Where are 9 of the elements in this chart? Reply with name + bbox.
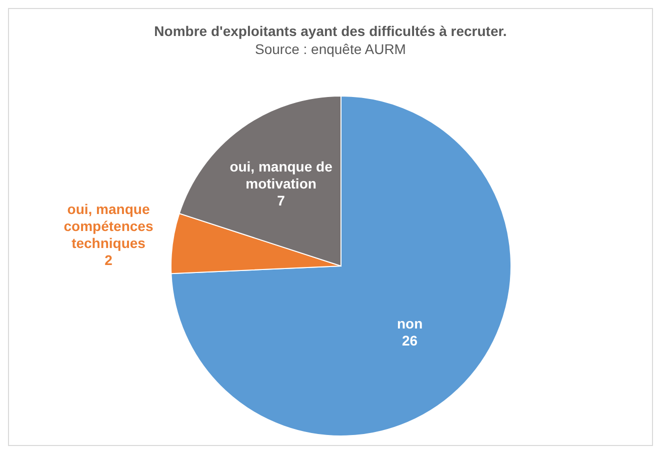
- chart-subtitle: Source : enquête AURM: [254, 41, 407, 57]
- data-label: 26: [402, 332, 418, 348]
- pie-slice: [170, 96, 512, 436]
- slice-label: oui, manque compétences techniques: [64, 201, 154, 252]
- slice-label: non: [396, 315, 423, 332]
- slice-label: oui, manque de motivation: [230, 158, 333, 192]
- data-label: 2: [104, 252, 113, 268]
- data-label: 7: [277, 192, 286, 208]
- chart-title: Nombre d'exploitants ayant des difficultés à recruter.: [153, 23, 508, 39]
